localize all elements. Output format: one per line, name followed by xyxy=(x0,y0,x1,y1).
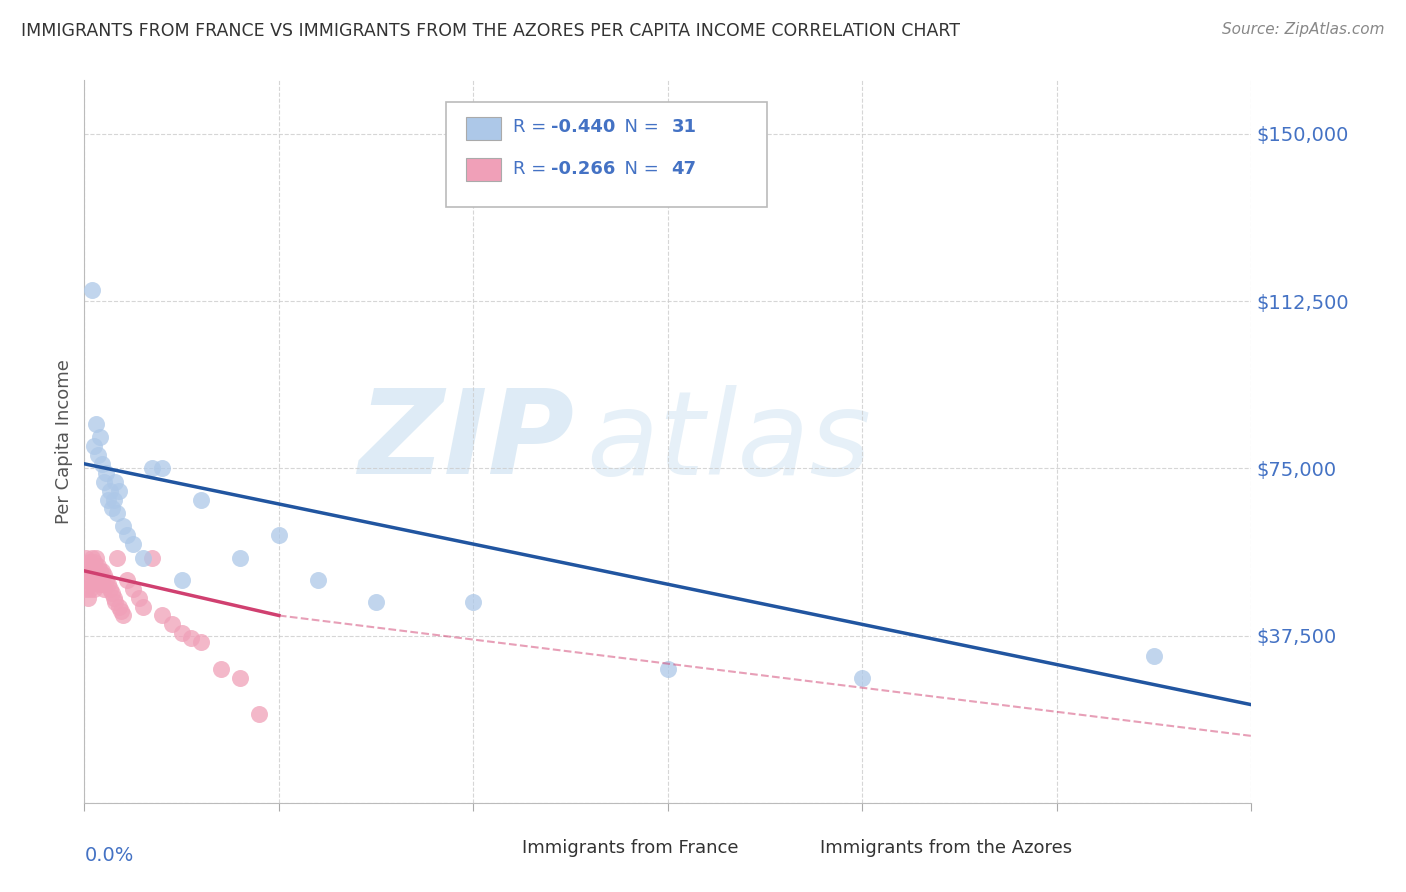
Point xyxy=(83,439,105,453)
Point xyxy=(180,631,202,645)
Point xyxy=(93,582,115,596)
Point xyxy=(190,492,212,507)
Point xyxy=(150,608,173,623)
Point xyxy=(128,591,150,605)
Text: -0.266: -0.266 xyxy=(551,161,616,178)
Text: IMMIGRANTS FROM FRANCE VS IMMIGRANTS FROM THE AZORES PER CAPITA INCOME CORRELATI: IMMIGRANTS FROM FRANCE VS IMMIGRANTS FRO… xyxy=(21,22,960,40)
Point xyxy=(307,573,329,587)
Point xyxy=(84,550,107,565)
Point xyxy=(110,604,132,618)
Point xyxy=(851,671,873,685)
Point xyxy=(90,577,112,591)
FancyBboxPatch shape xyxy=(446,102,768,207)
Point xyxy=(97,577,120,591)
Point xyxy=(160,617,183,632)
Point xyxy=(89,430,111,444)
Point xyxy=(93,568,115,582)
Point xyxy=(150,461,173,475)
Point xyxy=(141,550,163,565)
Point xyxy=(107,550,129,565)
FancyBboxPatch shape xyxy=(481,839,512,858)
Text: N =: N = xyxy=(613,161,665,178)
Point xyxy=(89,564,111,578)
Point xyxy=(82,283,104,297)
Point xyxy=(267,528,290,542)
Point xyxy=(104,475,127,489)
Point xyxy=(90,457,112,471)
Text: R =: R = xyxy=(513,119,551,136)
Point xyxy=(89,577,111,591)
Text: -0.440: -0.440 xyxy=(551,119,616,136)
FancyBboxPatch shape xyxy=(465,117,501,140)
Point xyxy=(93,475,115,489)
Point xyxy=(209,662,232,676)
Point xyxy=(79,568,101,582)
Point xyxy=(132,550,155,565)
Point xyxy=(83,568,105,582)
Point xyxy=(98,582,121,596)
Point xyxy=(112,519,135,533)
Point xyxy=(190,635,212,649)
Point xyxy=(100,501,122,516)
Point xyxy=(75,550,97,565)
Point xyxy=(87,559,110,574)
Point xyxy=(657,662,679,676)
Point xyxy=(366,595,388,609)
Point xyxy=(122,537,145,551)
Text: N =: N = xyxy=(613,119,665,136)
Point xyxy=(103,492,125,507)
Point xyxy=(100,586,122,600)
Point xyxy=(103,591,125,605)
Text: Source: ZipAtlas.com: Source: ZipAtlas.com xyxy=(1222,22,1385,37)
Point xyxy=(1143,648,1166,663)
Point xyxy=(170,573,193,587)
Point xyxy=(463,595,485,609)
Point xyxy=(84,564,107,578)
Point xyxy=(75,582,97,596)
Point xyxy=(87,573,110,587)
Point xyxy=(87,448,110,462)
Point xyxy=(94,573,117,587)
Point xyxy=(107,506,129,520)
Text: Immigrants from France: Immigrants from France xyxy=(522,839,738,857)
Point xyxy=(229,671,252,685)
Text: ZIP: ZIP xyxy=(359,384,575,499)
Text: R =: R = xyxy=(513,161,551,178)
Text: atlas: atlas xyxy=(586,384,872,499)
Point xyxy=(77,573,100,587)
Point xyxy=(98,483,121,498)
Point xyxy=(115,573,138,587)
Point xyxy=(229,550,252,565)
Point xyxy=(77,564,100,578)
Y-axis label: Per Capita Income: Per Capita Income xyxy=(55,359,73,524)
FancyBboxPatch shape xyxy=(779,839,808,858)
Point xyxy=(132,599,155,614)
Point xyxy=(79,582,101,596)
Point xyxy=(84,417,107,431)
Point xyxy=(141,461,163,475)
Point xyxy=(83,582,105,596)
Point xyxy=(122,582,145,596)
Point xyxy=(94,466,117,480)
Text: 47: 47 xyxy=(671,161,696,178)
Point xyxy=(79,555,101,569)
Point xyxy=(77,591,100,605)
Point xyxy=(104,595,127,609)
Point xyxy=(90,564,112,578)
Text: 31: 31 xyxy=(671,119,696,136)
FancyBboxPatch shape xyxy=(465,158,501,181)
Point xyxy=(82,564,104,578)
Point xyxy=(83,555,105,569)
Text: Immigrants from the Azores: Immigrants from the Azores xyxy=(820,839,1071,857)
Point xyxy=(112,608,135,623)
Point xyxy=(82,577,104,591)
Text: 0.0%: 0.0% xyxy=(84,847,134,865)
Point xyxy=(97,492,120,507)
Point xyxy=(115,528,138,542)
Point xyxy=(108,483,131,498)
Point xyxy=(108,599,131,614)
Point xyxy=(170,626,193,640)
Point xyxy=(82,550,104,565)
Point xyxy=(249,706,271,721)
